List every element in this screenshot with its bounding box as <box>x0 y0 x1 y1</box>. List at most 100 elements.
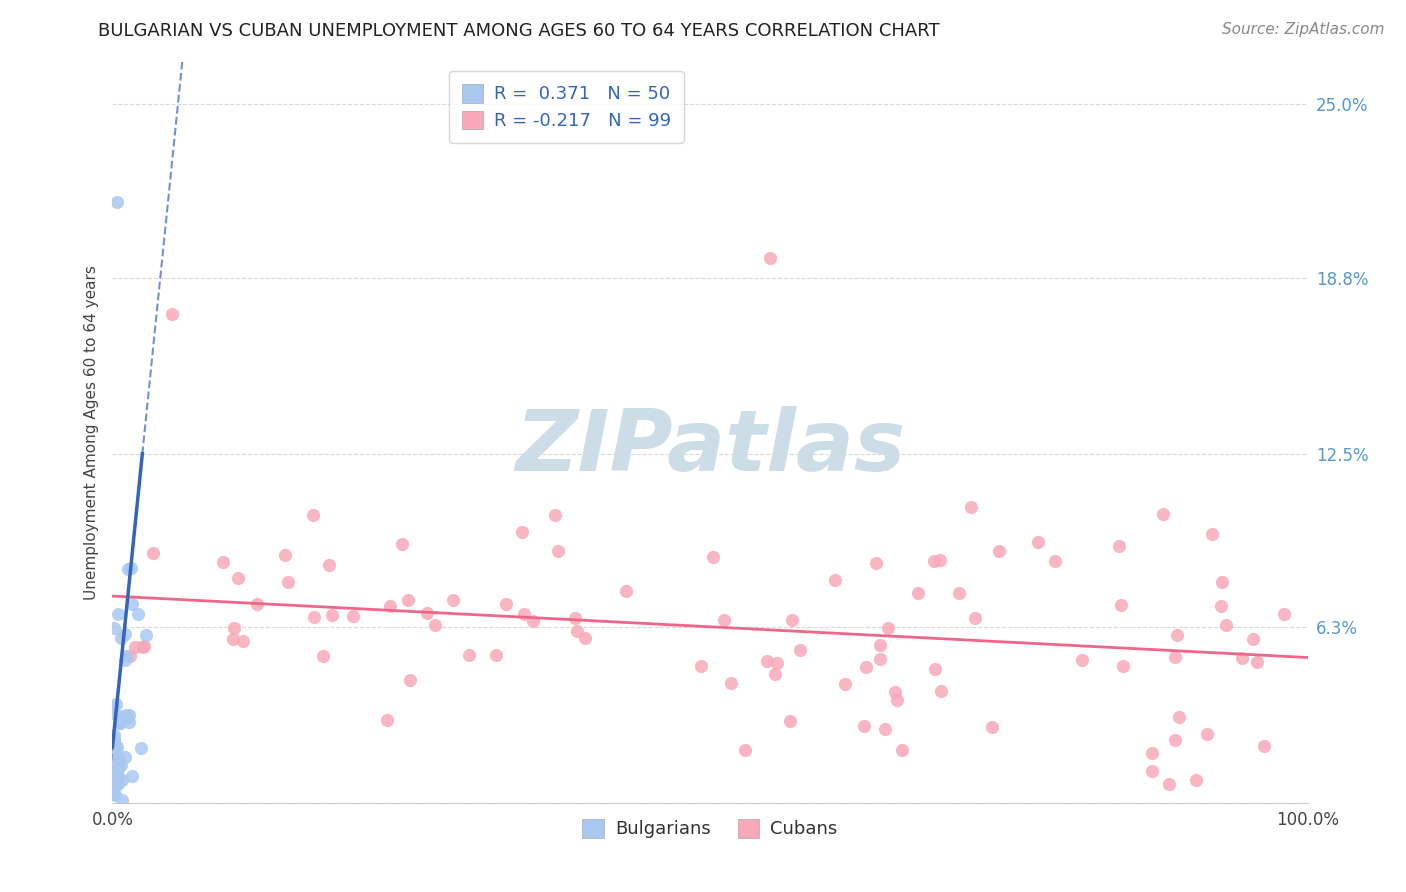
Point <box>342 609 364 624</box>
Point <box>118 714 141 729</box>
Point <box>135 628 157 642</box>
Point <box>423 618 446 632</box>
Point <box>114 626 136 640</box>
Point <box>883 685 905 699</box>
Point <box>375 714 398 728</box>
Point <box>103 728 125 742</box>
Point <box>107 777 129 791</box>
Point <box>987 544 1010 558</box>
Point <box>105 772 128 786</box>
Point <box>1159 777 1181 791</box>
Point <box>1109 598 1132 612</box>
Point <box>756 655 779 669</box>
Point <box>564 611 586 625</box>
Point <box>981 721 1004 735</box>
Point <box>824 573 846 587</box>
Point <box>318 558 340 572</box>
Point <box>522 614 544 628</box>
Point <box>378 599 401 613</box>
Point <box>105 740 128 755</box>
Point <box>1140 764 1163 778</box>
Point <box>907 586 929 600</box>
Point <box>104 751 127 765</box>
Point <box>117 562 139 576</box>
Point <box>513 607 536 621</box>
Point <box>1026 534 1049 549</box>
Point <box>105 697 128 711</box>
Point <box>886 693 908 707</box>
Point <box>1045 554 1067 568</box>
Point <box>105 195 128 210</box>
Point <box>121 769 143 783</box>
Point <box>110 712 132 726</box>
Point <box>869 638 891 652</box>
Point <box>110 632 132 646</box>
Point <box>713 613 735 627</box>
Point <box>104 752 127 766</box>
Point <box>399 673 422 687</box>
Y-axis label: Unemployment Among Ages 60 to 64 years: Unemployment Among Ages 60 to 64 years <box>83 265 98 600</box>
Point <box>567 624 589 638</box>
Point <box>107 761 129 775</box>
Point <box>963 611 986 625</box>
Point <box>1070 652 1092 666</box>
Point <box>789 643 811 657</box>
Text: ZIPatlas: ZIPatlas <box>515 406 905 489</box>
Point <box>246 597 269 611</box>
Point <box>869 652 891 666</box>
Point <box>232 634 254 648</box>
Point <box>114 652 136 666</box>
Point <box>1211 575 1233 590</box>
Point <box>111 793 134 807</box>
Point <box>1253 739 1275 753</box>
Point <box>510 525 533 540</box>
Point <box>759 251 782 265</box>
Point <box>924 662 946 676</box>
Point <box>321 607 343 622</box>
Point <box>890 743 912 757</box>
Point <box>107 716 129 731</box>
Point <box>103 787 125 801</box>
Point <box>103 747 125 761</box>
Point <box>224 621 246 635</box>
Point <box>1152 508 1174 522</box>
Point <box>127 607 149 621</box>
Point <box>1272 607 1295 621</box>
Point <box>111 772 134 787</box>
Point <box>120 648 142 663</box>
Point <box>441 592 464 607</box>
Point <box>763 667 786 681</box>
Point <box>1168 710 1191 724</box>
Point <box>1209 599 1232 613</box>
Point <box>544 508 567 522</box>
Text: BULGARIAN VS CUBAN UNEMPLOYMENT AMONG AGES 60 TO 64 YEARS CORRELATION CHART: BULGARIAN VS CUBAN UNEMPLOYMENT AMONG AG… <box>98 22 941 40</box>
Text: Source: ZipAtlas.com: Source: ZipAtlas.com <box>1222 22 1385 37</box>
Point <box>118 707 141 722</box>
Point <box>495 597 517 611</box>
Point <box>922 554 945 568</box>
Point <box>120 561 142 575</box>
Point <box>1112 659 1135 673</box>
Legend: Bulgarians, Cubans: Bulgarians, Cubans <box>575 812 845 846</box>
Point <box>121 597 143 611</box>
Point <box>765 657 787 671</box>
Point <box>101 699 124 714</box>
Point <box>212 555 235 569</box>
Point <box>1246 655 1268 669</box>
Point <box>108 715 131 730</box>
Point <box>1166 628 1188 642</box>
Point <box>720 675 742 690</box>
Point <box>105 746 128 760</box>
Point <box>302 609 325 624</box>
Point <box>852 719 875 733</box>
Point <box>108 753 131 767</box>
Point <box>131 640 153 654</box>
Point <box>396 593 419 607</box>
Point <box>1197 727 1219 741</box>
Point <box>105 708 128 723</box>
Point <box>1215 617 1237 632</box>
Point <box>458 648 481 663</box>
Point <box>1201 527 1223 541</box>
Point <box>1164 650 1187 665</box>
Point <box>132 639 155 653</box>
